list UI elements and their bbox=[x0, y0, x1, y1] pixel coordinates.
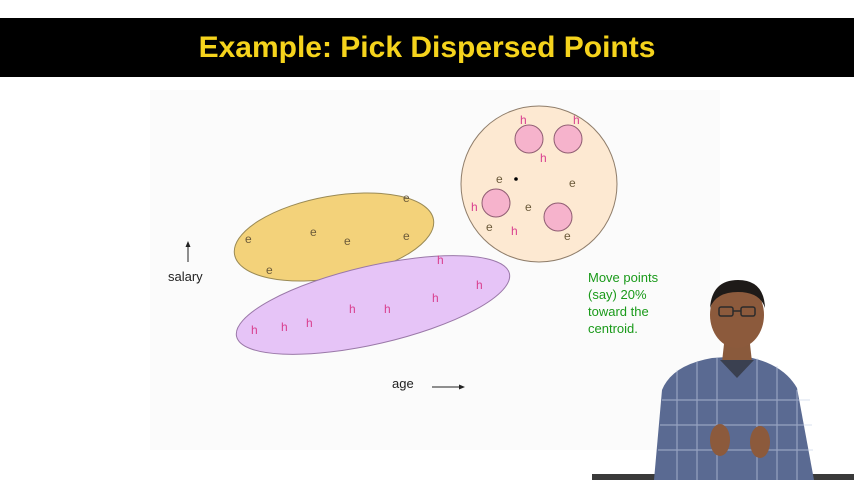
centroid-note: Move points (say) 20% toward the centroi… bbox=[588, 269, 708, 337]
h-point: h bbox=[573, 113, 580, 127]
e-point: e bbox=[245, 232, 252, 246]
glasses-icon bbox=[718, 306, 756, 317]
e-point: e bbox=[403, 191, 410, 205]
h-point: h bbox=[306, 316, 313, 330]
h-point: h bbox=[471, 200, 478, 214]
presenter-shirt bbox=[654, 356, 814, 480]
centroid-dot bbox=[514, 177, 518, 181]
e-point: e bbox=[569, 176, 576, 190]
representative-circle bbox=[543, 202, 573, 232]
h-point: h bbox=[476, 278, 483, 292]
e-point: e bbox=[525, 200, 532, 214]
h-point: h bbox=[437, 253, 444, 267]
h-point: h bbox=[520, 113, 527, 127]
age-arrow-head bbox=[459, 384, 465, 390]
title-bar: Example: Pick Dispersed Points bbox=[0, 18, 854, 77]
note-line: toward the bbox=[588, 304, 649, 319]
presenter-video bbox=[592, 280, 854, 480]
representative-circle bbox=[481, 188, 511, 218]
presenter-hand-left bbox=[710, 424, 730, 456]
h-point: h bbox=[251, 323, 258, 337]
presenter-hair bbox=[710, 280, 765, 308]
e-point: e bbox=[403, 229, 410, 243]
slide-title: Example: Pick Dispersed Points bbox=[198, 31, 656, 64]
h-point: h bbox=[384, 302, 391, 316]
note-line: centroid. bbox=[588, 321, 638, 336]
h-cluster-ellipse bbox=[235, 255, 511, 355]
e-point: e bbox=[496, 172, 503, 186]
e-point: e bbox=[310, 225, 317, 239]
salary-axis-label: salary bbox=[168, 269, 203, 284]
e-point: e bbox=[486, 220, 493, 234]
presenter-neck bbox=[722, 344, 752, 362]
diagram-canvas: e e e e e e h h h h h h h h h h h e e h … bbox=[168, 105, 618, 391]
e-point: e bbox=[266, 263, 273, 277]
h-point: h bbox=[540, 151, 547, 165]
age-axis-label: age bbox=[392, 376, 414, 391]
h-point: h bbox=[349, 302, 356, 316]
presenter-hand-right bbox=[750, 426, 770, 458]
presenter-head bbox=[710, 282, 764, 348]
salary-arrow-head bbox=[185, 241, 191, 247]
note-line: (say) 20% bbox=[588, 287, 647, 302]
cluster-diagram: e e e e e e h h h h h h h h h h h e e h … bbox=[150, 90, 720, 450]
e-point: e bbox=[344, 234, 351, 248]
h-point: h bbox=[511, 224, 518, 238]
e-point: e bbox=[564, 229, 571, 243]
h-point: h bbox=[281, 320, 288, 334]
representative-circle bbox=[553, 124, 583, 154]
h-point: h bbox=[432, 291, 439, 305]
note-line: Move points bbox=[588, 270, 659, 285]
presenter-inner-shirt bbox=[720, 360, 754, 378]
representative-circle bbox=[514, 124, 544, 154]
